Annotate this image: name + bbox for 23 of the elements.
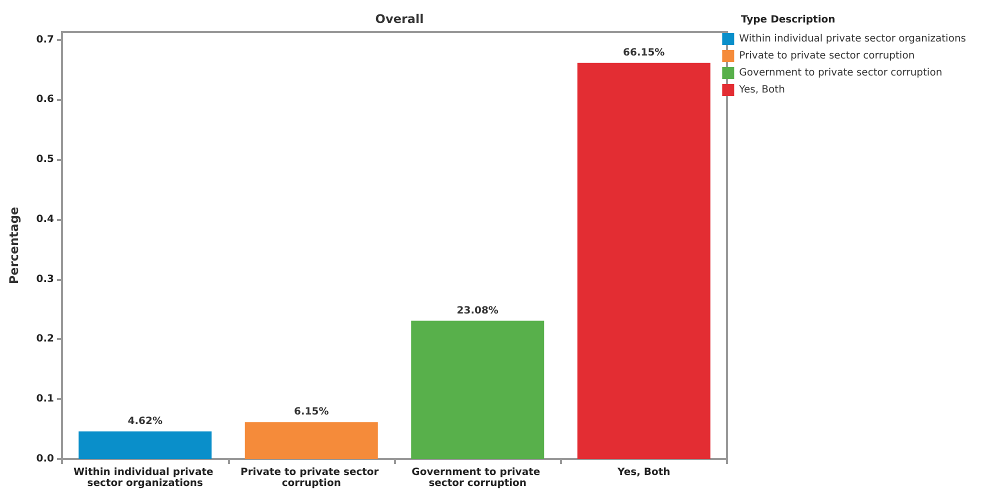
legend-title: Type Description [741, 14, 836, 26]
legend-label: Within individual private sector organizations [739, 34, 966, 44]
y-tick-label: 0.6 [36, 94, 54, 106]
y-tick-label: 0.1 [36, 394, 54, 405]
y-tick-label: 0.3 [36, 274, 54, 285]
y-axis-title: Percentage [7, 206, 21, 284]
y-tick-label: 0.5 [36, 154, 54, 166]
x-tick-label: Private to private sector corruption [240, 467, 382, 489]
legend-label: Yes, Both [738, 84, 785, 96]
y-tick-label: 0.4 [36, 214, 54, 225]
x-tick-label: Government to private sector corruption [412, 467, 544, 489]
y-tick-label: 0.7 [36, 34, 54, 46]
y-tick-label: 0.0 [36, 454, 54, 464]
data-label: 6.15% [294, 406, 329, 418]
legend-label: Private to private sector corruption [739, 50, 915, 62]
data-label: 66.15% [623, 47, 665, 58]
x-tick-label: Within individual private sector organizations [74, 467, 217, 489]
legend-label: Government to private sector corruption [739, 68, 942, 78]
y-tick-label: 0.2 [36, 334, 54, 345]
data-label: 23.08% [456, 305, 498, 316]
chart-title: Overall [375, 12, 424, 26]
x-tick-label: Yes, Both [616, 467, 670, 478]
data-label: 4.62% [128, 416, 162, 427]
